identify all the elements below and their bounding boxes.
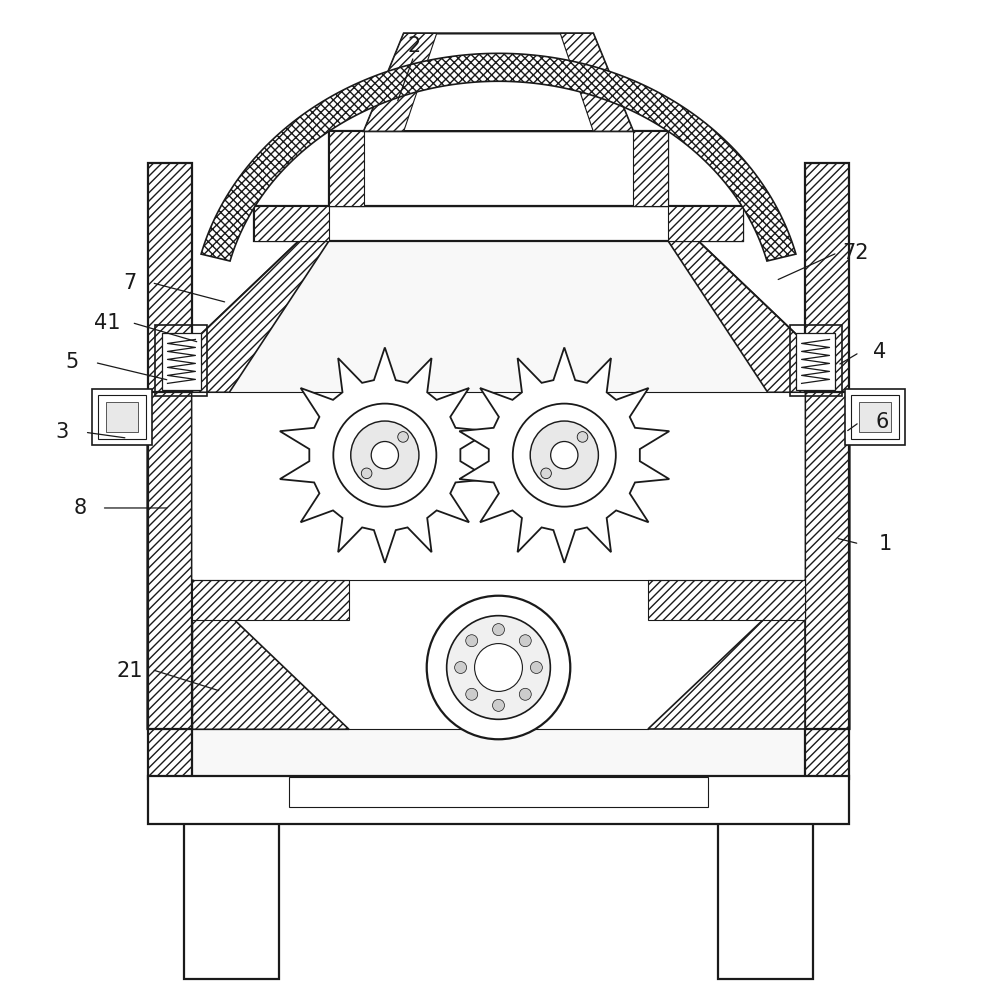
Circle shape [351,421,419,489]
Text: 4: 4 [872,342,886,362]
Polygon shape [460,347,669,563]
Circle shape [371,441,399,469]
Bar [98,395,146,439]
Circle shape [530,421,598,489]
Bar [162,333,201,390]
Polygon shape [192,241,329,392]
Circle shape [519,688,531,700]
Polygon shape [364,33,437,131]
Circle shape [398,432,409,442]
Polygon shape [805,163,849,779]
Circle shape [361,468,372,479]
Polygon shape [560,33,633,131]
Text: 21: 21 [117,661,143,681]
Bar [851,395,899,439]
Text: 6: 6 [875,412,889,432]
Bar [184,821,279,979]
Text: 2: 2 [407,36,421,56]
Bar [859,402,891,432]
Text: 5: 5 [65,352,79,372]
Polygon shape [254,206,329,241]
Text: 8: 8 [73,498,87,518]
Circle shape [550,441,578,469]
Circle shape [447,616,550,719]
Polygon shape [254,206,743,241]
Polygon shape [648,580,805,729]
Bar [155,325,207,396]
Text: 72: 72 [842,243,868,263]
Bar [92,389,152,445]
Bar [148,164,849,779]
Bar [106,402,138,432]
Text: 3: 3 [55,422,69,442]
Bar [718,821,813,979]
Polygon shape [329,131,364,206]
Circle shape [493,624,504,636]
Polygon shape [148,392,192,729]
Bar [148,776,849,824]
Polygon shape [668,206,743,241]
Circle shape [530,662,542,673]
Polygon shape [668,241,805,392]
Polygon shape [148,241,849,779]
Circle shape [427,596,570,739]
Polygon shape [201,53,796,261]
Polygon shape [633,131,668,206]
Circle shape [455,662,467,673]
Circle shape [475,644,522,691]
Polygon shape [148,163,192,779]
Circle shape [519,635,531,647]
Circle shape [466,688,478,700]
Bar [845,389,905,445]
Polygon shape [280,347,490,563]
Circle shape [466,635,478,647]
Polygon shape [648,580,805,620]
Bar [796,333,835,390]
Polygon shape [364,33,633,131]
Bar [289,777,708,807]
Circle shape [540,468,551,479]
Polygon shape [329,131,668,206]
Text: 7: 7 [123,273,137,293]
Polygon shape [192,580,349,620]
Circle shape [512,404,616,507]
Circle shape [577,432,588,442]
Polygon shape [805,392,849,729]
Polygon shape [192,580,349,729]
Circle shape [333,404,437,507]
Text: 1: 1 [878,534,892,554]
Polygon shape [192,392,805,729]
Bar [790,325,842,396]
Text: 41: 41 [95,313,121,333]
Circle shape [493,699,504,711]
